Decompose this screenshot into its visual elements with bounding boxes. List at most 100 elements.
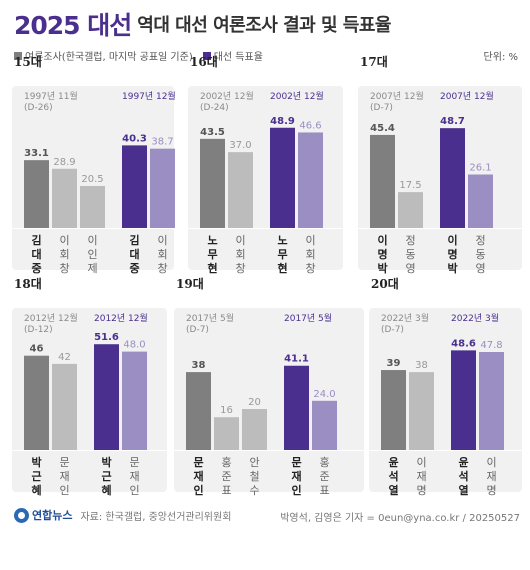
vote-bar	[479, 352, 504, 450]
vote-bar	[122, 145, 147, 228]
poll-candidate-char: 수	[249, 484, 259, 497]
poll-candidate-char: 안	[249, 456, 259, 469]
legend-label-vote: 대선 득표율	[213, 52, 263, 63]
vote-candidate-char: 윤	[458, 456, 468, 469]
logo-text: 연합뉴스	[32, 509, 73, 522]
poll-candidate-char: 이	[377, 233, 387, 247]
vote-candidate-char: 창	[305, 262, 315, 275]
poll-candidate-char: 대	[31, 247, 41, 261]
title-year: 2025 대선	[14, 11, 132, 40]
vote-candidate-char: 박	[101, 455, 111, 469]
legend-item-poll: 여론조사(한국갤럽, 마지막 공표일 기준)	[14, 48, 193, 63]
poll-candidate-char: 현	[207, 261, 217, 275]
credit-text: 박영석, 김영은 기자 = 0eun@yna.co.kr / 20250527	[280, 513, 520, 524]
election-label: 15대	[14, 55, 42, 69]
vote-date: 2002년 12월	[270, 90, 324, 102]
poll-candidate-char: 이	[416, 456, 426, 469]
vote-value-label: 26.1	[469, 162, 491, 173]
vote-bar	[284, 365, 309, 450]
vote-candidate-char: 정	[475, 234, 485, 247]
poll-candidate-char: 노	[207, 234, 217, 247]
poll-candidate-char: 중	[31, 262, 41, 275]
vote-date: 1997년 12월	[122, 90, 176, 102]
poll-dday: (D-7)	[370, 103, 393, 113]
vote-candidate-char: 혜	[101, 483, 111, 497]
legend-label-poll: 여론조사(한국갤럽, 마지막 공표일 기준)	[25, 52, 193, 63]
poll-bar	[186, 372, 211, 450]
vote-bar	[298, 132, 323, 228]
poll-bar	[228, 152, 253, 228]
election-label: 20대	[371, 277, 399, 291]
poll-dday: (D-7)	[381, 325, 404, 335]
vote-candidate-char: 동	[475, 248, 485, 261]
vote-candidate-char: 문	[291, 456, 301, 469]
poll-candidate-char: 철	[249, 470, 259, 483]
vote-candidate-char: 명	[486, 484, 496, 497]
poll-candidate-char: 인	[87, 248, 97, 261]
vote-value-label: 48.0	[123, 340, 145, 351]
vote-candidate-char: 석	[458, 469, 468, 483]
poll-bar	[409, 372, 434, 450]
legend-swatch-poll	[14, 51, 22, 60]
vote-candidate-char: 무	[277, 248, 287, 261]
poll-date: 2017년 5월	[186, 312, 234, 324]
poll-value-label: 37.0	[229, 140, 251, 151]
poll-value-label: 42	[58, 352, 71, 363]
vote-candidate-char: 김	[129, 234, 139, 247]
poll-candidate-char: 재	[193, 469, 203, 483]
vote-candidate-char: 박	[447, 261, 457, 275]
vote-value-label: 24.0	[313, 389, 335, 400]
poll-candidate-char: 근	[31, 470, 41, 483]
poll-bar	[52, 168, 77, 228]
poll-candidate-char: 박	[377, 261, 387, 275]
vote-candidate-char: 명	[447, 247, 457, 261]
poll-bar	[398, 192, 423, 228]
poll-candidate-char: 명	[416, 484, 426, 497]
poll-candidate-char: 인	[193, 483, 203, 497]
poll-dday: (D-12)	[24, 325, 53, 335]
poll-value-label: 45.4	[370, 123, 395, 134]
poll-bar	[80, 185, 105, 228]
poll-candidate-char: 홍	[221, 455, 231, 469]
poll-value-label: 16	[220, 405, 233, 416]
poll-value-label: 38	[415, 360, 428, 371]
vote-candidate-char: 준	[319, 470, 329, 483]
poll-candidate-char: 정	[405, 234, 415, 247]
vote-date: 2022년 3월	[451, 312, 499, 324]
election-label: 17대	[360, 55, 388, 69]
vote-value-label: 38.7	[151, 137, 173, 148]
source-text: 자료: 한국갤럽, 중앙선거관리위원회	[80, 511, 232, 523]
vote-candidate-char: 회	[157, 248, 167, 261]
poll-value-label: 46	[30, 344, 44, 355]
poll-date: 2022년 3월	[381, 312, 429, 324]
poll-candidate-char: 김	[31, 234, 41, 247]
poll-date: 2012년 12월	[24, 312, 78, 324]
poll-candidate-char: 문	[193, 456, 203, 469]
vote-bar	[312, 400, 337, 450]
poll-candidate-char: 문	[59, 456, 69, 469]
vote-candidate-char: 대	[129, 247, 139, 261]
vote-candidate-char: 재	[291, 469, 301, 483]
vote-candidate-char: 재	[486, 470, 496, 483]
poll-bar	[52, 363, 77, 450]
vote-bar	[122, 351, 147, 450]
poll-dday: (D-26)	[24, 103, 53, 113]
poll-bar	[214, 417, 239, 450]
vote-candidate-char: 회	[305, 248, 315, 261]
vote-candidate-char: 근	[101, 470, 111, 483]
vote-candidate-char: 영	[475, 262, 485, 275]
vote-value-label: 46.6	[299, 120, 321, 131]
footer: 연합뉴스 자료: 한국갤럽, 중앙선거관리위원회	[14, 507, 231, 523]
vote-bar	[468, 174, 493, 228]
poll-candidate-char: 혜	[31, 483, 41, 497]
vote-value-label: 41.1	[284, 354, 309, 365]
poll-candidate-char: 동	[405, 248, 415, 261]
poll-date: 2002년 12월	[200, 90, 254, 102]
vote-value-label: 48.6	[451, 338, 476, 349]
poll-value-label: 38	[192, 360, 206, 371]
poll-candidate-char: 회	[235, 248, 245, 261]
legend: 여론조사(한국갤럽, 마지막 공표일 기준) 대선 득표율	[14, 48, 273, 63]
vote-bar	[270, 127, 295, 228]
poll-candidate-char: 이	[87, 234, 97, 247]
